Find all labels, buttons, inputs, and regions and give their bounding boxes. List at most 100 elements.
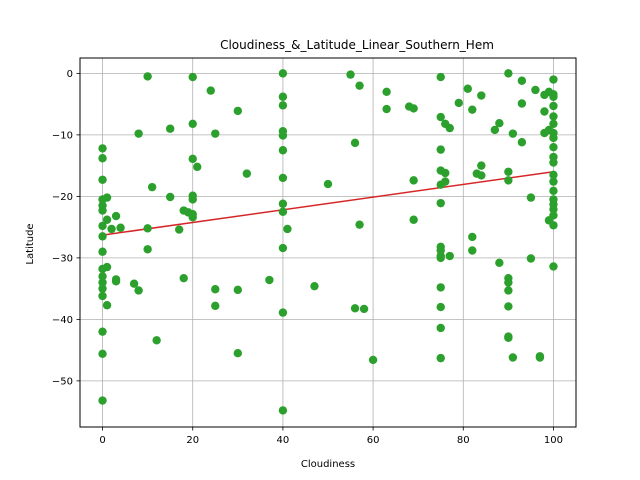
data-point (409, 176, 418, 185)
data-point (508, 353, 518, 362)
data-point (98, 247, 107, 256)
data-point (549, 101, 558, 111)
y-tick-label: −40 (52, 315, 73, 326)
data-point (233, 285, 243, 295)
data-point (441, 168, 450, 178)
plot-frame (79, 57, 577, 428)
chart-title: Cloudiness_&_Latitude_Linear_Southern_He… (220, 38, 494, 52)
data-point (98, 206, 107, 215)
data-point (508, 129, 518, 138)
data-point (549, 205, 558, 214)
data-point (111, 211, 121, 221)
data-point (116, 223, 125, 232)
data-point (278, 101, 288, 110)
data-point (504, 333, 513, 343)
x-axis-label: Cloudiness (301, 459, 355, 470)
data-point (477, 171, 486, 180)
data-point (436, 353, 445, 363)
data-point (495, 258, 504, 267)
data-point (278, 69, 288, 78)
data-point (278, 199, 288, 208)
data-point (445, 123, 454, 133)
data-point (517, 99, 527, 108)
data-point (495, 118, 504, 128)
data-point (350, 304, 360, 313)
data-point (549, 92, 558, 101)
data-point (147, 182, 157, 192)
regression-line-group (102, 171, 554, 236)
data-point (102, 215, 112, 224)
data-point (355, 220, 364, 229)
data-point (188, 154, 197, 164)
data-point (98, 272, 107, 281)
data-point (346, 70, 355, 79)
data-point (504, 167, 513, 176)
data-point (359, 304, 369, 314)
data-point (211, 129, 220, 138)
data-point (188, 195, 197, 204)
data-point (477, 91, 486, 100)
regression-line (102, 171, 554, 236)
data-point (436, 283, 445, 292)
y-tick-label: −30 (52, 253, 73, 264)
data-point (143, 245, 152, 254)
data-point (504, 302, 513, 311)
data-point (211, 285, 220, 294)
data-point (310, 281, 319, 291)
data-point (143, 72, 152, 81)
x-axis-ticks: 0 20 40 60 80 100 (99, 427, 563, 446)
data-point (323, 179, 333, 189)
data-point (436, 253, 445, 263)
data-point (526, 193, 536, 202)
data-point (98, 154, 107, 163)
data-point (102, 262, 112, 272)
data-point (368, 355, 378, 365)
data-point (193, 162, 202, 172)
data-point (278, 308, 288, 317)
data-point (98, 144, 107, 153)
data-point (278, 173, 288, 183)
data-point (188, 119, 197, 129)
data-point (206, 86, 215, 95)
data-point (278, 406, 288, 415)
data-point (535, 353, 545, 362)
data-point (409, 215, 418, 224)
data-point (504, 176, 513, 185)
data-point (549, 211, 558, 220)
data-point (98, 349, 107, 359)
data-point (436, 72, 445, 82)
data-point (179, 273, 188, 283)
data-point (549, 75, 558, 84)
y-tick-label: −10 (52, 130, 73, 141)
data-point (436, 198, 445, 208)
data-point (531, 85, 540, 95)
data-point (143, 224, 152, 233)
data-point (549, 112, 558, 121)
data-point (477, 161, 486, 170)
data-point (98, 175, 107, 184)
data-point (454, 98, 463, 108)
data-point (134, 286, 143, 295)
data-point (409, 104, 418, 113)
data-point (549, 142, 558, 152)
x-tick-label: 80 (457, 435, 470, 446)
data-point (436, 112, 445, 122)
data-point (549, 186, 558, 196)
data-point (278, 131, 288, 140)
data-point (350, 138, 360, 148)
data-point (107, 224, 116, 234)
data-point (278, 146, 288, 155)
data-point (98, 221, 107, 231)
x-tick-label: 0 (99, 435, 105, 446)
y-tick-label: 0 (67, 69, 73, 80)
data-point (233, 106, 243, 116)
data-point (165, 192, 175, 202)
data-point (445, 251, 454, 261)
data-point (436, 145, 445, 154)
data-point (102, 301, 112, 310)
data-point (278, 243, 288, 253)
data-point (211, 301, 220, 311)
data-point (504, 286, 513, 295)
data-point (102, 193, 112, 202)
